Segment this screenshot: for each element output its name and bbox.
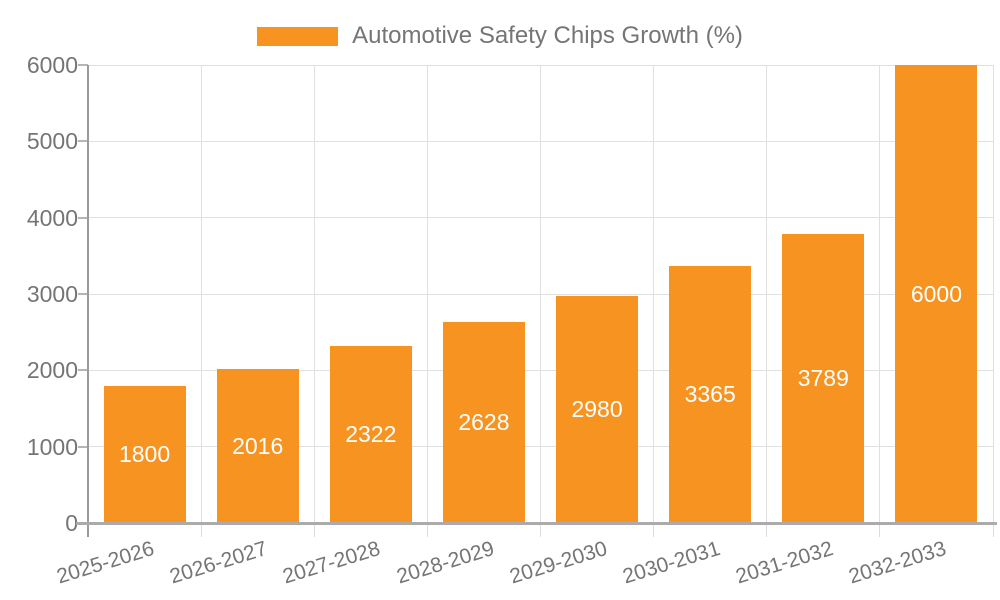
y-tick-label: 1000: [26, 433, 78, 460]
x-tick-label: 2027-2028: [280, 537, 384, 589]
bar-2032-2033[interactable]: 6000: [895, 65, 978, 523]
x-axis-tick: [653, 525, 655, 537]
legend[interactable]: Automotive Safety Chips Growth (%): [0, 22, 1000, 50]
bar-value-label: 2628: [458, 409, 510, 436]
bar-value-label: 3789: [797, 364, 849, 391]
y-axis-tick: [78, 445, 88, 448]
bar-2030-2031[interactable]: 3365: [669, 266, 752, 523]
x-axis-line: [76, 522, 997, 525]
y-axis-tick: [78, 140, 88, 143]
y-axis-tick: [78, 293, 88, 295]
x-tick-label: 2026-2027: [167, 537, 271, 589]
x-tick-label: 2025-2026: [54, 537, 157, 589]
bar-value-label: 1800: [118, 440, 171, 467]
y-tick-label: 6000: [26, 52, 78, 78]
bar-value-label: 3365: [684, 381, 736, 408]
plot-area: 1800 2016 2322 2628 2980 3365 3789 6000: [76, 64, 997, 537]
v-gridline: [313, 65, 315, 523]
x-tick-label: 2030-2031: [619, 537, 723, 589]
y-tick-label: 4000: [26, 204, 78, 231]
y-tick-label: 5000: [26, 128, 78, 155]
bar-2027-2028[interactable]: 2322: [329, 345, 412, 523]
bar-2026-2027[interactable]: 2016: [216, 369, 299, 523]
x-tick-label: 2028-2029: [393, 537, 497, 589]
x-axis-tick: [540, 525, 541, 537]
v-gridline: [992, 65, 994, 523]
v-gridline: [879, 65, 881, 523]
v-gridline: [766, 65, 768, 523]
x-axis-tick: [879, 525, 881, 537]
bar-2031-2032[interactable]: 3789: [782, 233, 865, 523]
y-tick-label: 0: [65, 510, 78, 536]
y-axis-tick: [78, 369, 88, 372]
x-axis-tick: [426, 525, 428, 537]
bar-2029-2030[interactable]: 2980: [556, 295, 639, 523]
bar-2025-2026[interactable]: 1800: [103, 385, 186, 523]
bar-value-label: 2016: [232, 432, 284, 459]
legend-label: Automotive Safety Chips Growth (%): [352, 22, 743, 49]
y-tick-label: 2000: [26, 357, 78, 384]
v-gridline: [426, 65, 428, 523]
bar-value-label: 2322: [345, 420, 397, 447]
v-gridline: [653, 65, 655, 523]
x-axis-tick: [766, 525, 768, 537]
bar-value-label: 6000: [910, 280, 963, 307]
bar-2028-2029[interactable]: 2628: [442, 322, 525, 523]
legend-swatch: [257, 26, 339, 46]
x-axis-tick: [992, 525, 994, 537]
x-tick-label: 2031-2032: [732, 537, 836, 589]
y-axis-line: [87, 65, 89, 537]
y-axis-tick: [78, 216, 88, 219]
v-gridline: [200, 65, 202, 523]
x-tick-label: 2032-2033: [846, 537, 949, 589]
x-axis-tick: [200, 525, 202, 537]
y-tick-label: 3000: [26, 281, 78, 307]
y-axis-tick: [78, 64, 88, 66]
v-gridline: [540, 65, 541, 523]
bar-value-label: 2980: [571, 395, 623, 422]
x-tick-label: 2029-2030: [506, 537, 610, 589]
x-axis-tick: [313, 525, 315, 537]
